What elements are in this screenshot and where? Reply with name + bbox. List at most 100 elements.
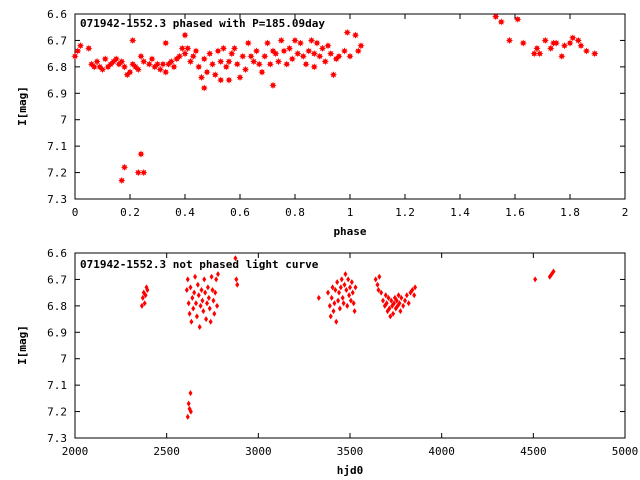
- data-point: [187, 310, 192, 317]
- data-point: [228, 50, 236, 58]
- data-point: [566, 39, 574, 47]
- y-tick-label: 7.2: [47, 167, 67, 180]
- data-point: [204, 316, 209, 323]
- data-point: [200, 297, 205, 304]
- y-tick-label: 6.8: [47, 300, 67, 313]
- x-axis-label: hjd0: [337, 464, 364, 477]
- x-tick-label: 2: [622, 206, 629, 219]
- phased-light-curve-plot: 071942-1552.3 phased with P=185.09day ph…: [16, 8, 628, 238]
- data-point: [294, 50, 302, 58]
- y-tick-label: 6.6: [47, 8, 67, 21]
- x-tick-label: 1.4: [450, 206, 470, 219]
- data-point: [184, 287, 189, 293]
- plot-title: 071942-1552.3 not phased light curve: [80, 258, 319, 271]
- data-point: [410, 287, 415, 293]
- data-point: [288, 55, 296, 63]
- data-point: [353, 284, 358, 291]
- x-tick-label: 1.2: [395, 206, 415, 219]
- data-point: [334, 318, 339, 325]
- data-point: [211, 297, 216, 304]
- y-tick-label: 6.8: [47, 61, 67, 74]
- data-point: [316, 52, 324, 60]
- data-point: [280, 47, 288, 55]
- data-point: [76, 42, 85, 50]
- data-point: [350, 289, 355, 296]
- data-point: [335, 52, 343, 60]
- data-point: [200, 55, 208, 63]
- data-point: [327, 50, 335, 58]
- data-point: [560, 42, 569, 50]
- x-tick-label: 1: [347, 206, 354, 219]
- data-point: [217, 58, 225, 66]
- data-point: [401, 302, 406, 309]
- data-point: [137, 150, 145, 158]
- data-point: [241, 65, 250, 74]
- data-point: [591, 50, 599, 58]
- data-point: [375, 281, 380, 288]
- data-point: [346, 52, 354, 60]
- data-point: [344, 287, 349, 293]
- data-point: [492, 13, 500, 21]
- data-point: [255, 60, 263, 68]
- data-point: [98, 65, 107, 74]
- data-point: [188, 390, 193, 397]
- data-point: [206, 294, 211, 301]
- data-point: [332, 300, 337, 307]
- data-point: [148, 55, 156, 63]
- y-axis-label: I[mag]: [16, 86, 29, 126]
- data-point: [118, 176, 126, 185]
- x-tick-label: 3000: [245, 445, 272, 458]
- x-tick-label: 2500: [153, 445, 180, 458]
- data-point: [185, 276, 190, 283]
- data-point: [352, 308, 357, 315]
- data-point: [230, 44, 239, 52]
- data-point: [188, 408, 193, 415]
- data-point: [307, 36, 316, 44]
- data-point: [316, 294, 321, 301]
- data-point: [327, 302, 332, 309]
- data-point: [412, 292, 417, 299]
- y-tick-label: 7.3: [47, 193, 67, 206]
- data-point: [263, 39, 272, 47]
- data-point: [118, 58, 126, 66]
- data-point: [399, 294, 404, 301]
- data-point: [536, 50, 544, 58]
- data-point: [533, 44, 541, 52]
- data-point: [93, 58, 101, 66]
- x-tick-label: 2000: [62, 445, 89, 458]
- data-point: [197, 324, 202, 330]
- data-point: [299, 52, 307, 60]
- data-point: [266, 60, 274, 68]
- data-point: [184, 44, 192, 52]
- data-point: [391, 310, 396, 317]
- data-point: [101, 55, 109, 63]
- data-point: [497, 18, 505, 26]
- data-point: [329, 294, 334, 301]
- data-point: [310, 50, 318, 58]
- data-point: [194, 300, 198, 307]
- data-point: [347, 292, 352, 299]
- data-point: [200, 84, 208, 92]
- data-point: [137, 52, 145, 60]
- data-point: [205, 284, 210, 291]
- data-point: [186, 400, 191, 407]
- data-point: [145, 287, 150, 293]
- data-point: [222, 63, 230, 71]
- data-point: [191, 305, 196, 312]
- data-point: [210, 287, 215, 293]
- y-tick-label: 7.2: [47, 406, 67, 419]
- data-point: [348, 284, 352, 291]
- data-point: [175, 52, 184, 60]
- data-point: [324, 42, 332, 50]
- data-point: [208, 318, 213, 325]
- data-point: [195, 63, 203, 71]
- data-point: [134, 65, 142, 74]
- data-point: [156, 65, 164, 74]
- data-point: [343, 28, 351, 37]
- data-point: [194, 313, 199, 320]
- data-point: [318, 44, 327, 52]
- data-point: [342, 281, 347, 288]
- y-tick-label: 6.9: [47, 326, 67, 339]
- y-tick-label: 6.9: [47, 87, 67, 100]
- data-point: [193, 273, 198, 280]
